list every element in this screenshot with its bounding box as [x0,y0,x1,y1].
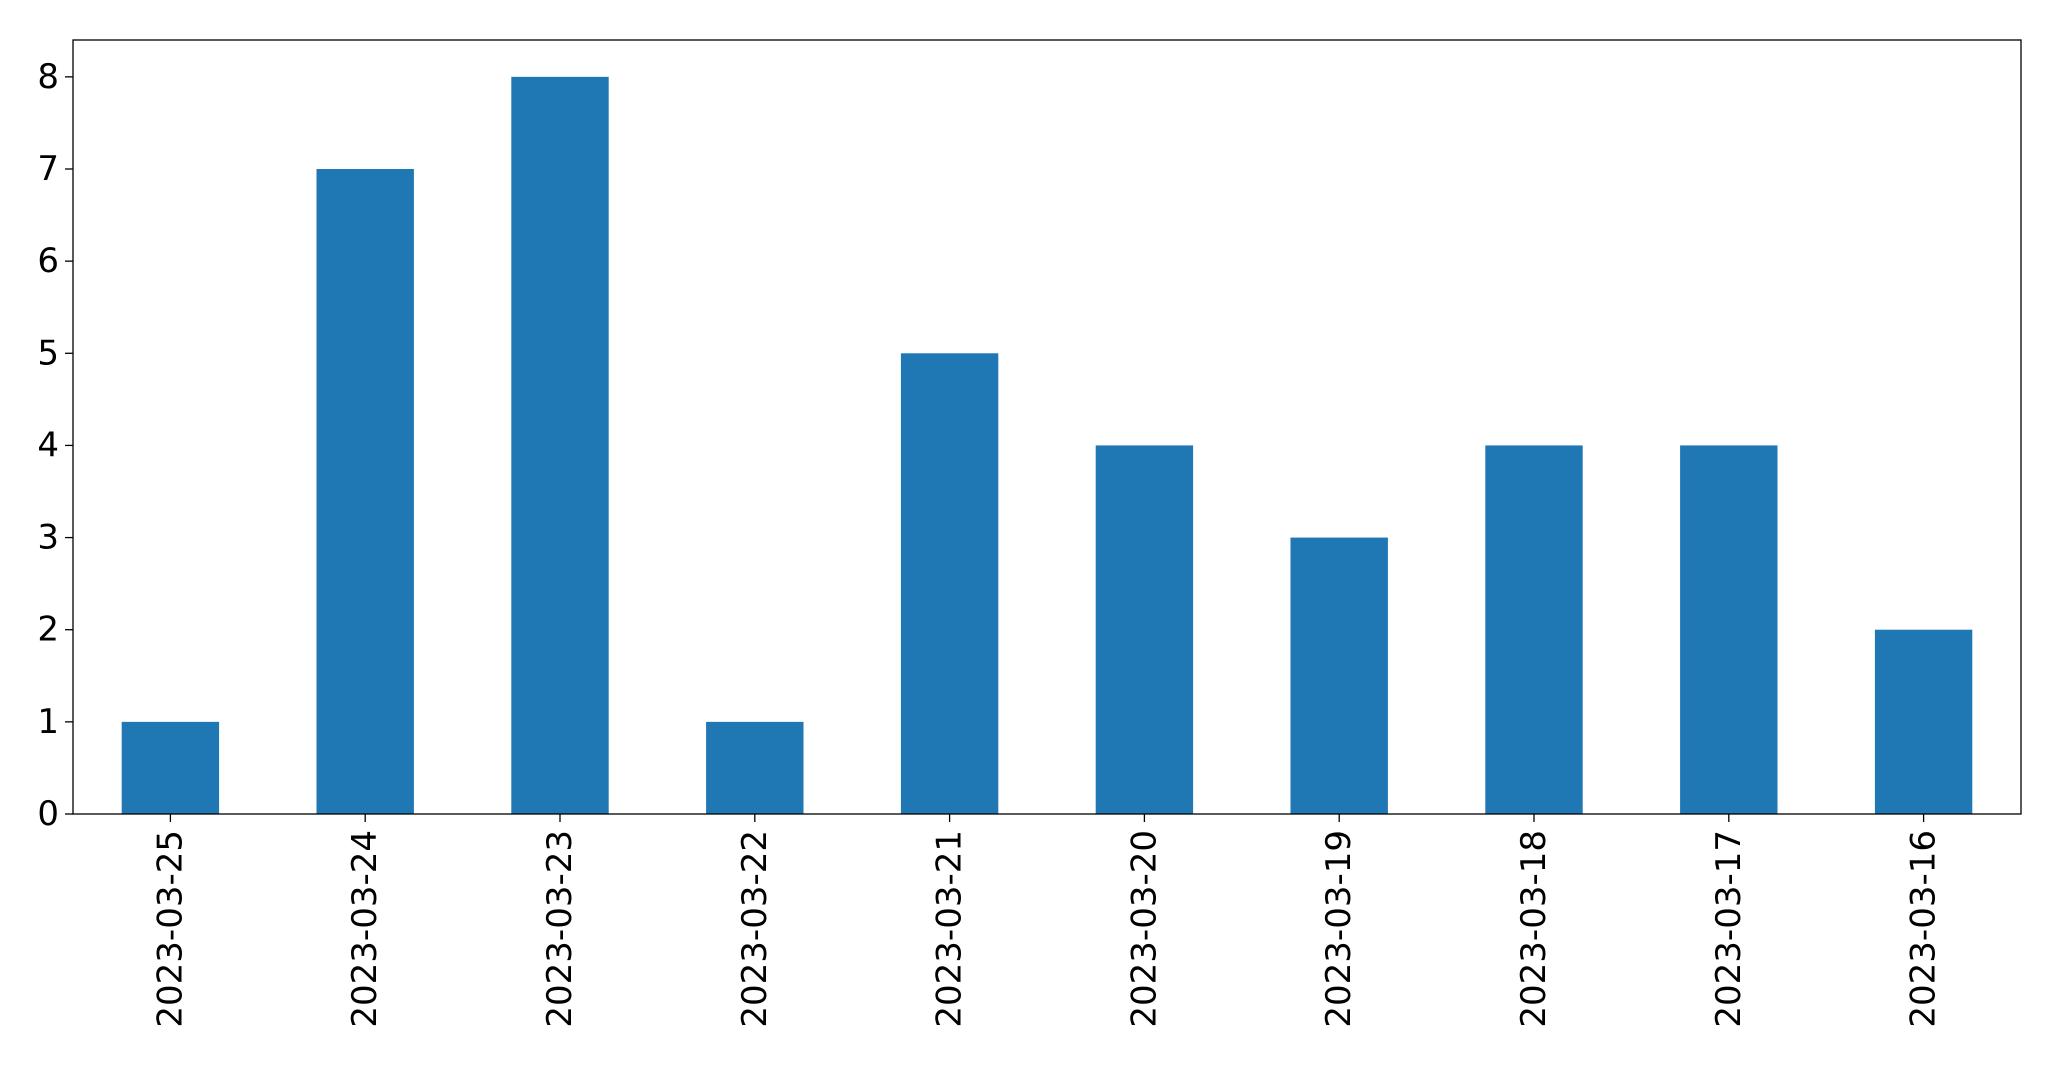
x-tick-label: 2023-03-17 [1709,830,1749,1028]
bar-2023-03-16 [1874,629,1973,814]
bars-layer [121,76,1973,815]
y-tick-label: 8 [37,57,59,97]
x-tick-label: 2023-03-21 [930,830,970,1028]
y-tick-label: 4 [37,425,59,465]
x-tick-label: 2023-03-24 [345,830,385,1028]
y-axis: 0 1 2 3 4 5 6 7 8 [37,57,73,834]
y-tick-label: 0 [37,794,59,834]
x-tick-label: 2023-03-19 [1319,830,1359,1028]
bar-2023-03-25 [121,721,220,814]
bar-2023-03-19 [1290,537,1388,814]
x-tick-label: 2023-03-25 [150,830,190,1028]
bar-2023-03-17 [1680,445,1778,814]
y-tick-label: 6 [37,241,59,281]
y-tick-label: 2 [37,610,59,650]
bar-2023-03-18 [1485,445,1583,814]
bar-2023-03-24 [316,169,414,814]
x-axis: 2023-03-25 2023-03-24 2023-03-23 2023-03-22… [150,814,1944,1028]
x-tick-label: 2023-03-20 [1124,830,1164,1028]
y-tick-label: 5 [37,333,59,373]
x-tick-label: 2023-03-18 [1514,830,1554,1028]
x-tick-label: 2023-03-22 [735,830,775,1028]
bar-2023-03-21 [900,353,999,814]
plot-frame [72,39,2022,815]
y-tick-label: 3 [37,518,59,558]
bar-2023-03-22 [706,721,804,814]
bar-2023-03-20 [1095,445,1194,814]
x-tick-label: 2023-03-23 [540,830,580,1028]
y-tick-label: 7 [37,149,59,189]
bar-2023-03-23 [511,76,609,815]
y-tick-label: 1 [37,702,59,742]
x-tick-label: 2023-03-16 [1904,830,1944,1028]
